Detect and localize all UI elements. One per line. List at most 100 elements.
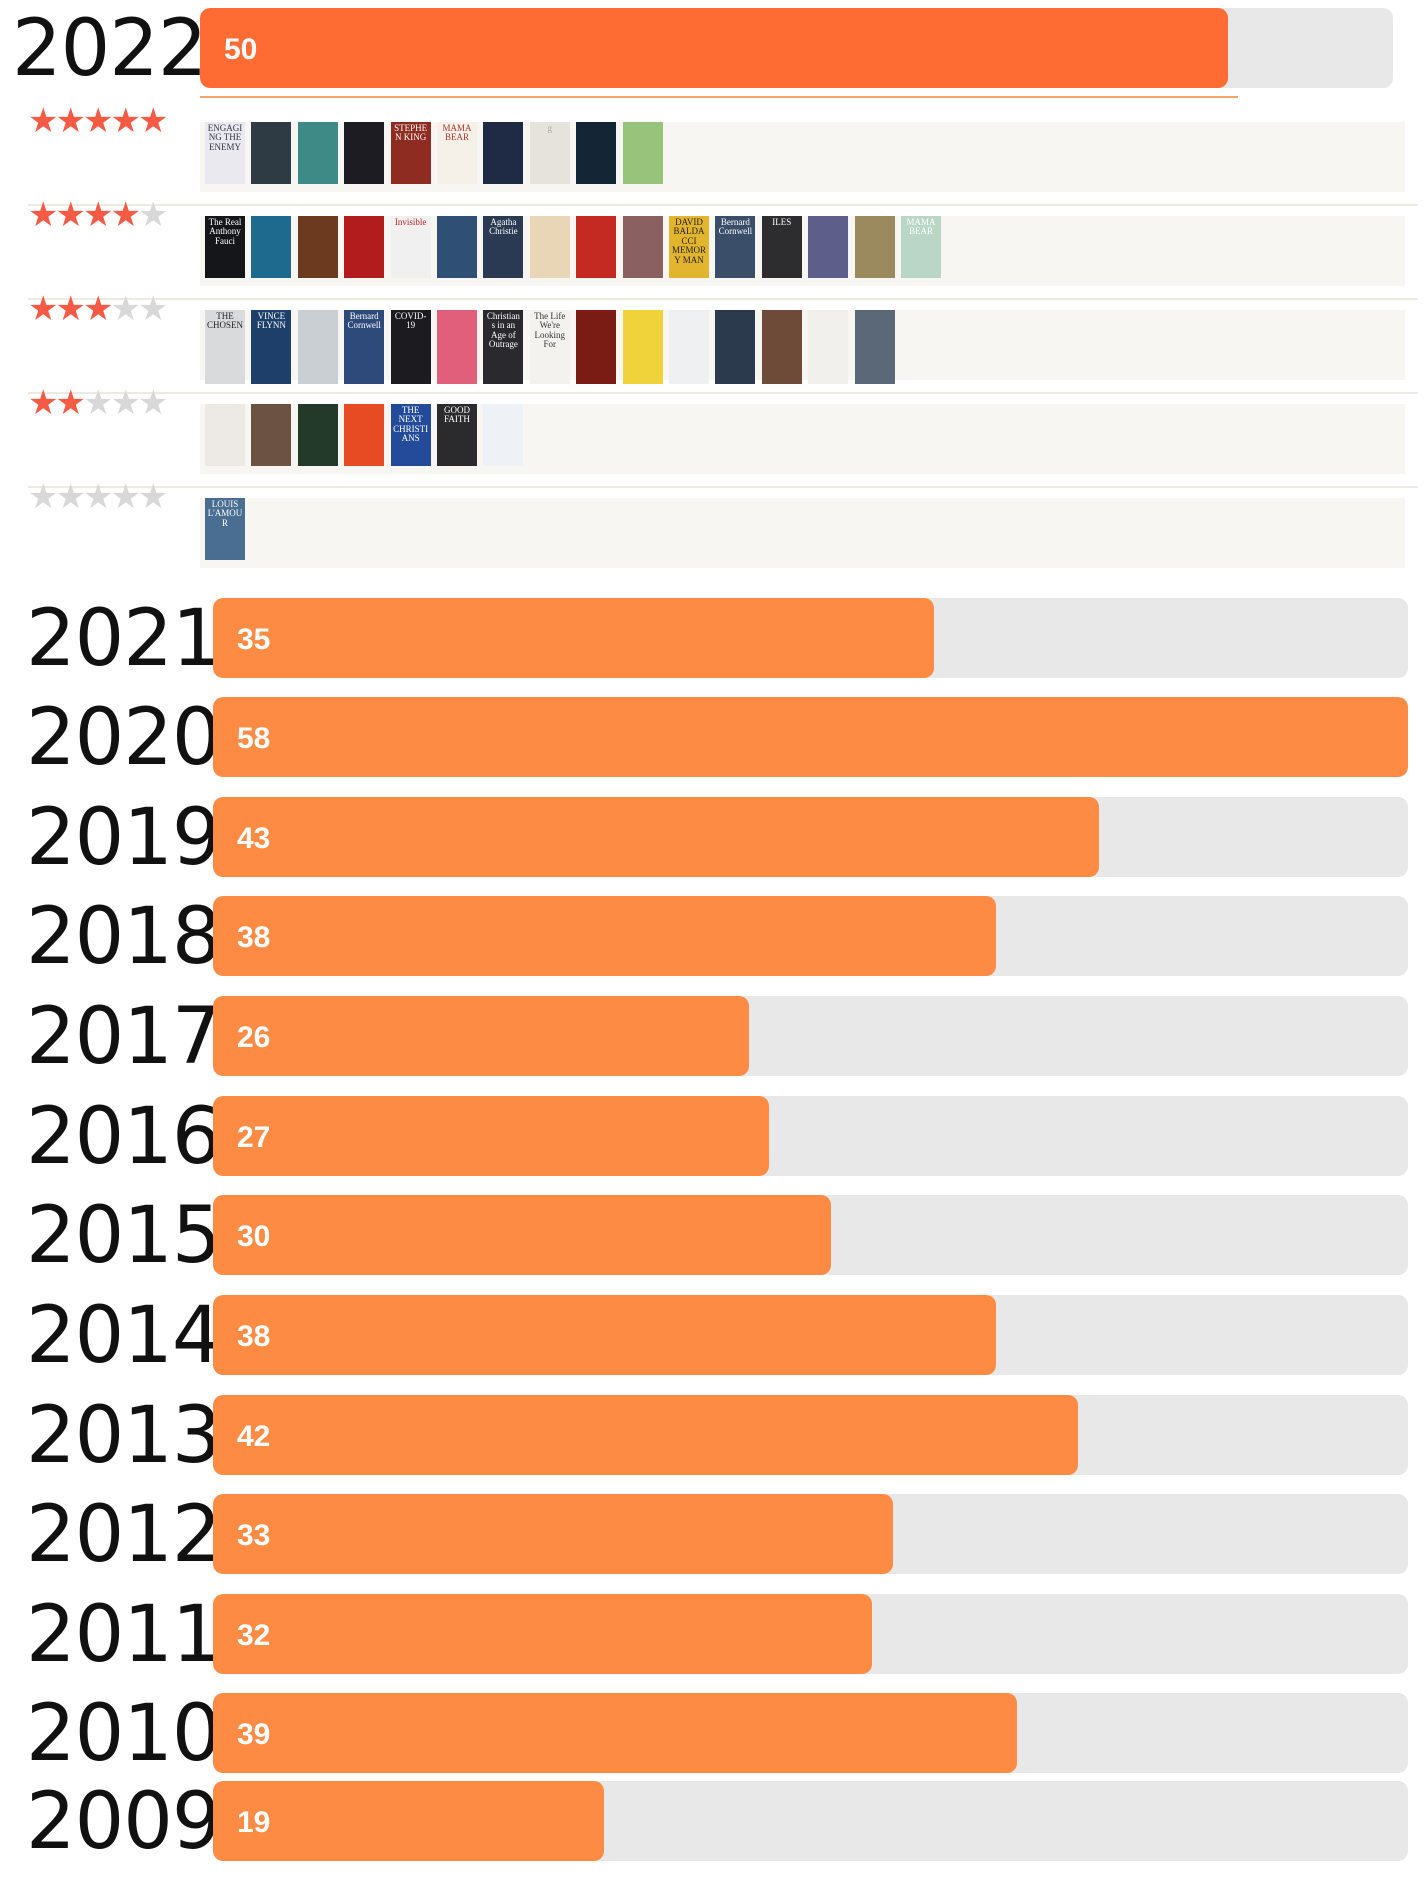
book-cover[interactable]: [761, 310, 802, 384]
star-icon: ★: [110, 384, 141, 422]
book-cover[interactable]: THE NEXT CHRISTIANS: [390, 404, 431, 466]
book-cover[interactable]: GOOD FAITH: [437, 404, 477, 466]
bar-fill: [213, 697, 1408, 777]
book-cover[interactable]: COVID-19: [390, 310, 431, 384]
year-label: 2009: [26, 1777, 222, 1867]
bar-track[interactable]: 30: [213, 1195, 1408, 1275]
star-icon: ★: [55, 102, 86, 140]
book-cover[interactable]: [344, 122, 385, 184]
book-cover[interactable]: [808, 310, 849, 384]
bar-count-label: 19: [237, 1806, 271, 1839]
book-cover[interactable]: VINCE FLYNN: [251, 310, 292, 384]
bar-track[interactable]: 38: [213, 896, 1408, 976]
star-icon: ★: [28, 478, 59, 516]
bar-fill: [213, 1781, 605, 1861]
book-cover[interactable]: [251, 404, 292, 466]
book-cover[interactable]: MAMA BEAR: [437, 122, 477, 184]
book-cover[interactable]: [344, 404, 385, 466]
star-icon: ★: [82, 478, 114, 516]
bar-count-label: 32: [237, 1619, 271, 1652]
bar-track[interactable]: 32: [213, 1594, 1408, 1674]
shelf-divider: [28, 486, 1418, 488]
book-cover[interactable]: [622, 122, 663, 184]
book-cover[interactable]: Agatha Christie: [483, 216, 524, 278]
bar-track[interactable]: 27: [213, 1096, 1408, 1176]
book-cover[interactable]: [576, 310, 617, 384]
bar-track[interactable]: 39: [213, 1693, 1408, 1773]
star-icon: ★: [137, 384, 169, 422]
book-cover[interactable]: [251, 122, 292, 184]
book-cover[interactable]: Bernard Cornwell: [715, 216, 756, 278]
book-cover[interactable]: [576, 122, 617, 184]
bar-fill: [213, 1395, 1079, 1475]
book-cover[interactable]: ILES: [761, 216, 802, 278]
bar-track[interactable]: 38: [213, 1295, 1408, 1375]
bar-track[interactable]: 58: [213, 697, 1408, 777]
bar-track[interactable]: 33: [213, 1494, 1408, 1574]
book-cover[interactable]: [854, 310, 895, 384]
bar-count-label: 26: [237, 1021, 271, 1054]
book-cover[interactable]: [669, 310, 709, 384]
book-cover[interactable]: LOUIS L'AMOUR: [205, 498, 245, 560]
star-icon: ★: [28, 384, 59, 422]
star-icon: ★: [82, 290, 114, 328]
bar-count-label: 38: [237, 921, 271, 954]
book-cover[interactable]: [622, 216, 663, 278]
year-label: 2014: [26, 1291, 222, 1381]
star-icon: ★: [55, 290, 86, 328]
book-cover[interactable]: [344, 216, 385, 278]
book-cover[interactable]: Christians in an Age of Outrage: [483, 310, 524, 384]
book-cover[interactable]: [437, 310, 477, 384]
book-cover[interactable]: THE CHOSEN: [205, 310, 245, 384]
star-icon: ★: [28, 102, 59, 140]
book-cover[interactable]: [437, 216, 477, 278]
bar-track[interactable]: 26: [213, 996, 1408, 1076]
star-icon: ★: [137, 290, 169, 328]
book-cover[interactable]: STEPHEN KING: [390, 122, 431, 184]
star-icon: ★: [55, 478, 86, 516]
book-cover[interactable]: Invisible: [390, 216, 431, 278]
star-rating: ★★★★★: [28, 198, 168, 232]
book-cover[interactable]: [622, 310, 663, 384]
book-cover[interactable]: [715, 310, 756, 384]
book-cover[interactable]: [205, 404, 245, 466]
bar-track[interactable]: 50: [200, 8, 1393, 88]
book-cover[interactable]: ENGAGING THE ENEMY: [205, 122, 245, 184]
shelf-divider: [28, 204, 1418, 206]
year-label: 2011: [26, 1590, 222, 1680]
book-shelf: [200, 498, 1405, 568]
year-label: 2016: [26, 1092, 222, 1182]
book-cover[interactable]: [483, 122, 524, 184]
bar-underline: [200, 96, 1239, 98]
book-cover[interactable]: [808, 216, 849, 278]
bar-count-label: 50: [224, 33, 258, 66]
bar-fill: [213, 996, 749, 1076]
bar-fill: [213, 1494, 893, 1574]
book-cover[interactable]: [297, 310, 338, 384]
bar-track[interactable]: 35: [213, 598, 1408, 678]
book-cover[interactable]: [251, 216, 292, 278]
book-cover[interactable]: The Life We're Looking For: [529, 310, 570, 384]
bar-track[interactable]: 43: [213, 797, 1408, 877]
star-icon: ★: [110, 102, 141, 140]
book-cover[interactable]: The Real Anthony Fauci: [205, 216, 245, 278]
bar-fill: [213, 1195, 832, 1275]
bar-fill: [213, 1693, 1017, 1773]
book-cover[interactable]: MAMA BEAR: [901, 216, 941, 278]
book-cover[interactable]: [576, 216, 617, 278]
book-cover[interactable]: [529, 216, 570, 278]
book-cover[interactable]: [297, 216, 338, 278]
book-cover[interactable]: [854, 216, 895, 278]
book-cover[interactable]: DAVID BALDACCI MEMORY MAN: [669, 216, 709, 278]
bar-track[interactable]: 19: [213, 1781, 1408, 1861]
year-label: 2010: [26, 1689, 222, 1779]
bar-fill: [213, 1295, 996, 1375]
book-cover[interactable]: Bernard Cornwell: [344, 310, 385, 384]
book-cover[interactable]: [483, 404, 524, 466]
book-cover[interactable]: [297, 404, 338, 466]
book-cover[interactable]: g: [529, 122, 570, 184]
star-icon: ★: [137, 102, 169, 140]
bar-track[interactable]: 42: [213, 1395, 1408, 1475]
bar-fill: [200, 8, 1229, 88]
book-cover[interactable]: [297, 122, 338, 184]
